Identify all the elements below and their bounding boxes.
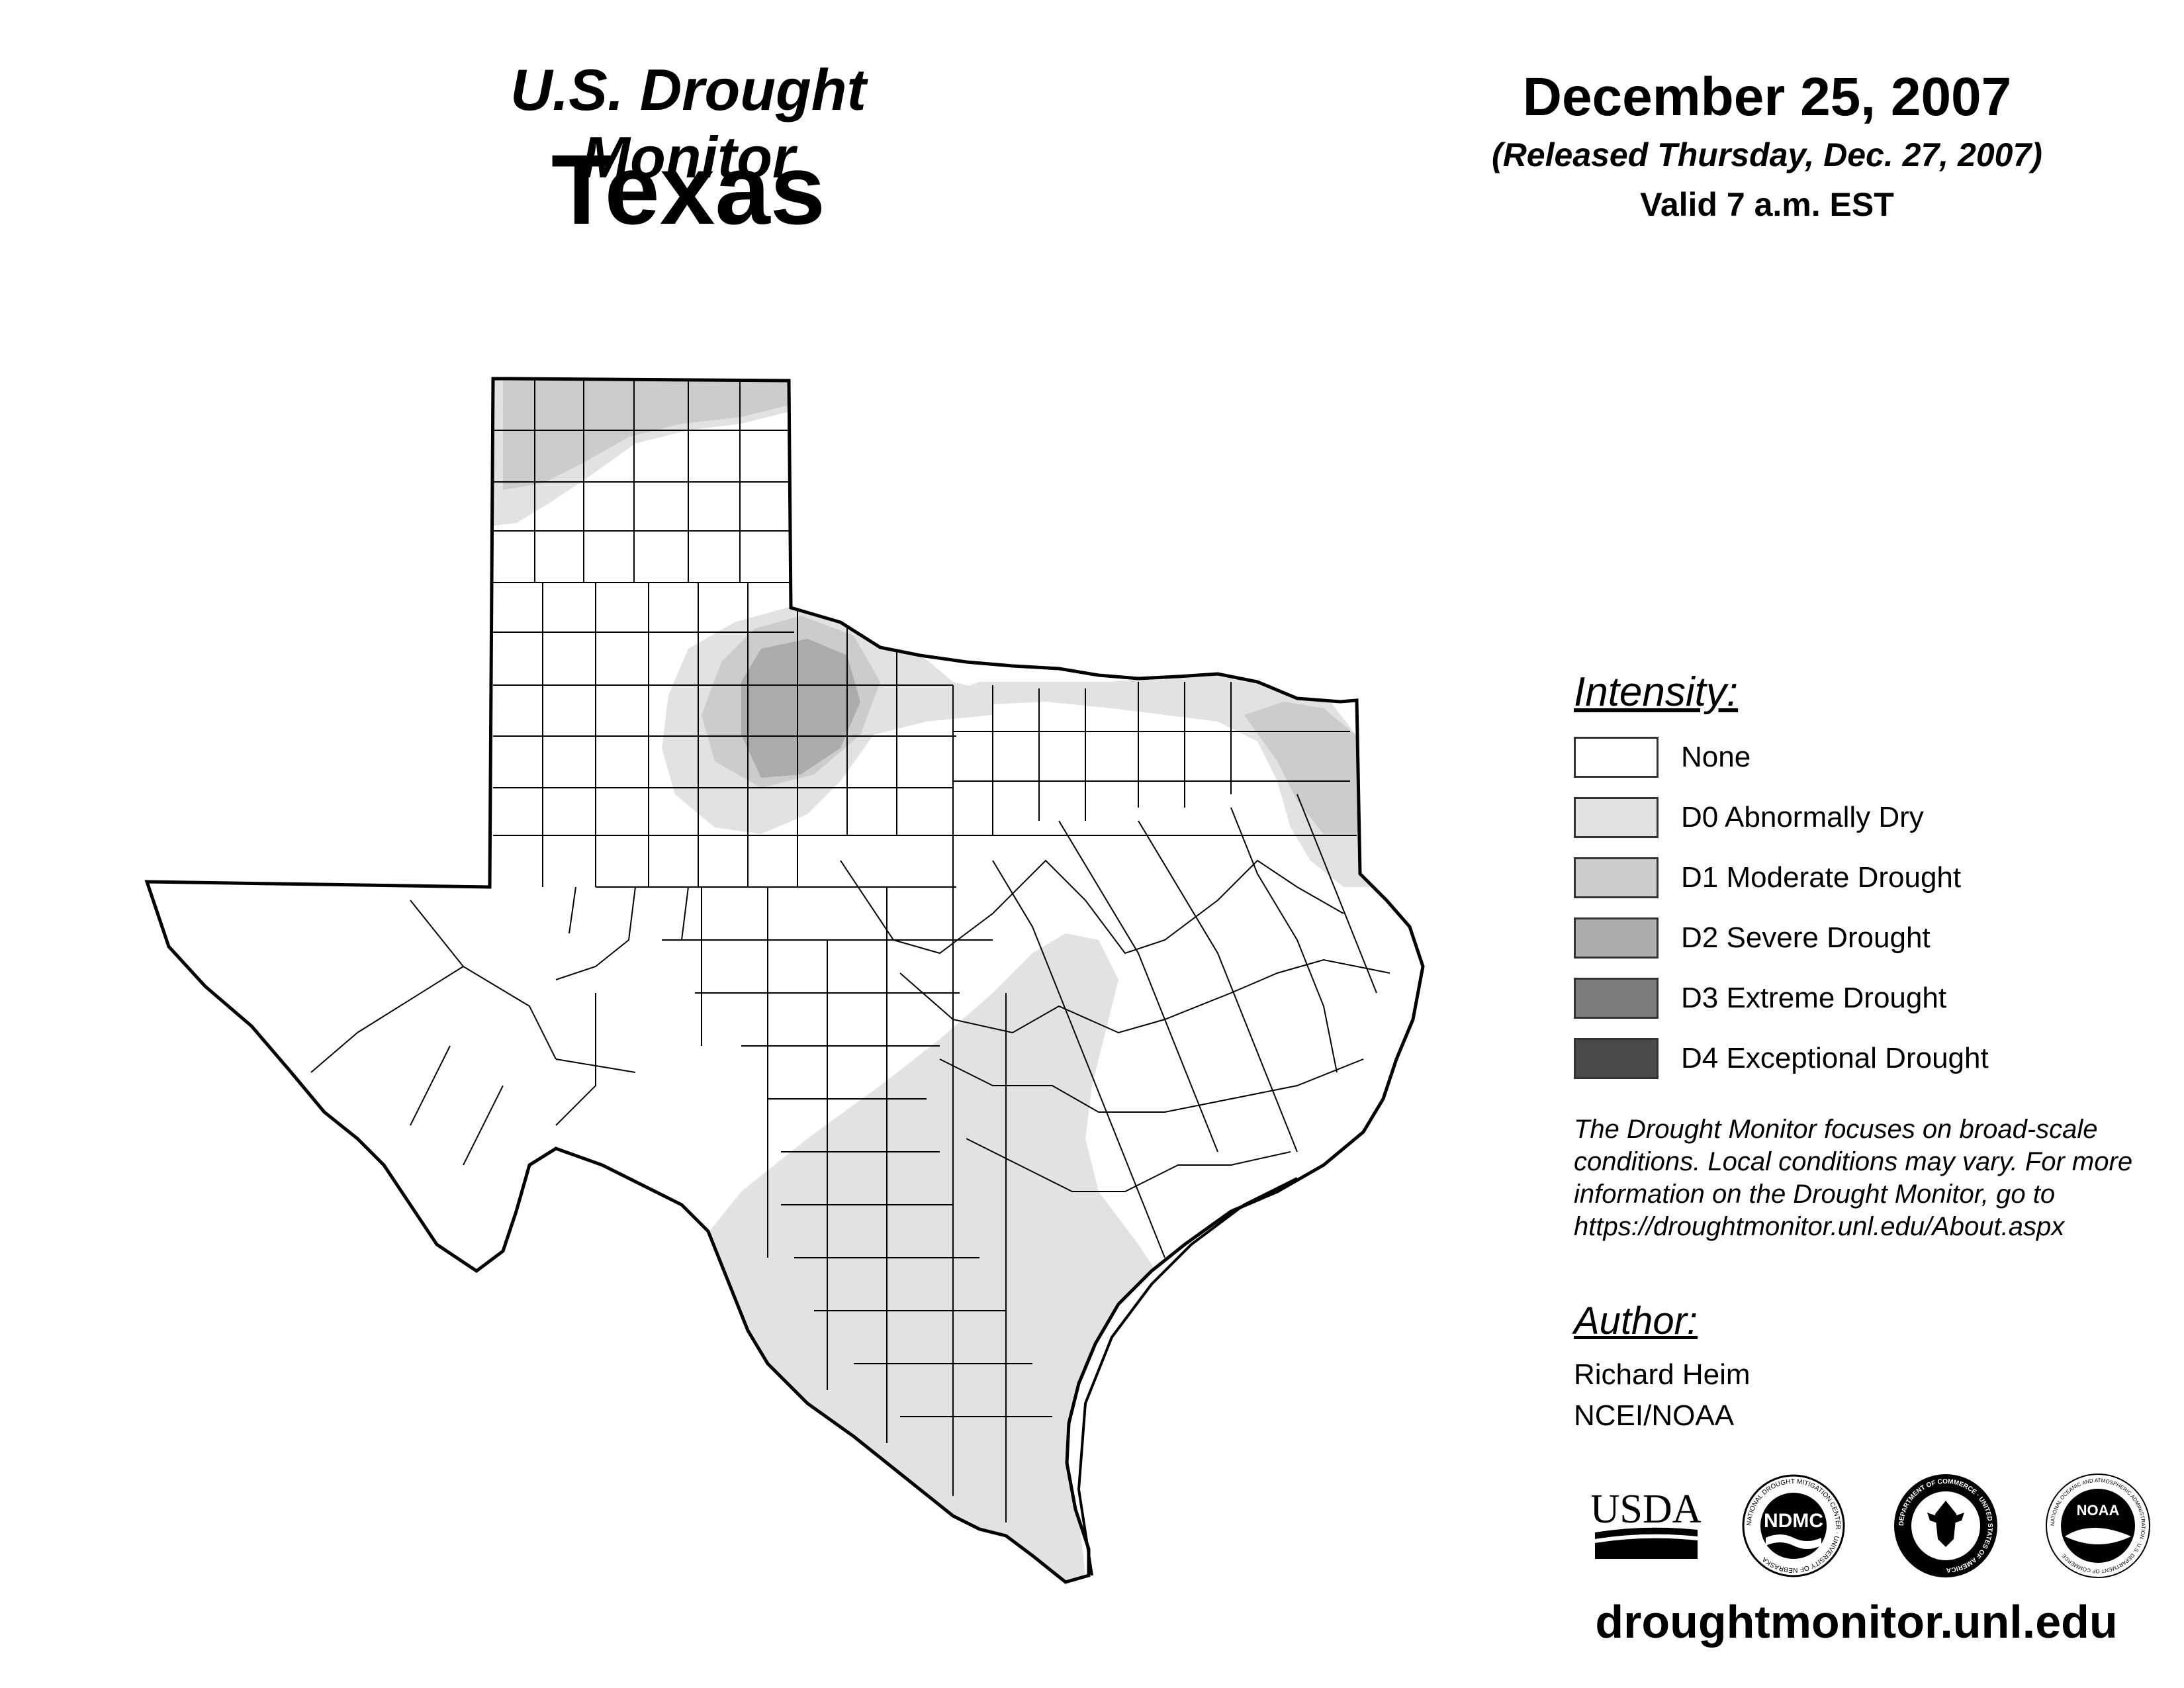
legend-swatch: [1574, 917, 1659, 959]
note-link[interactable]: https://droughtmonitor.unl.edu/About.asp…: [1574, 1212, 2065, 1241]
county-boundaries: [310, 381, 1390, 1523]
legend-label: D2 Severe Drought: [1681, 921, 1931, 954]
map-title: U.S. Drought Monitor: [510, 57, 866, 190]
legend-label: D1 Moderate Drought: [1681, 861, 1962, 894]
usda-logo-text: USDA: [1592, 1487, 1701, 1532]
legend-item: D2 Severe Drought: [1574, 917, 1931, 959]
legend-swatch: [1574, 1038, 1659, 1079]
texas-outline: [144, 377, 1425, 1584]
legend-item: D4 Exceptional Drought: [1574, 1037, 1989, 1080]
legend-item: D0 Abnormally Dry: [1574, 796, 1924, 839]
legend-heading: Intensity:: [1574, 669, 1739, 715]
map-date: December 25, 2007: [1522, 67, 2012, 127]
noaa-logo: NATIONAL OCEANIC AND ATMOSPHERIC ADMINIS…: [2046, 1474, 2150, 1578]
d1-region-northeast: [1244, 702, 1370, 834]
commerce-seal-logo: DEPARTMENT OF COMMERCE · UNITED STATES O…: [1894, 1474, 1997, 1577]
barrier-islands: [1077, 1177, 1298, 1576]
note-line: The Drought Monitor focuses on broad-sca…: [1574, 1115, 2098, 1144]
author-org: NCEI/NOAA: [1574, 1399, 1735, 1432]
legend-item: None: [1574, 736, 1751, 778]
note-line: conditions. Local conditions may vary. F…: [1574, 1147, 2133, 1176]
legend-swatch: [1574, 797, 1659, 838]
legend-label: D0 Abnormally Dry: [1681, 801, 1924, 833]
legend-swatch: [1574, 857, 1659, 898]
legend-label: None: [1681, 741, 1751, 773]
disclaimer-note: The Drought Monitor focuses on broad-sca…: [1574, 1113, 2169, 1243]
author-name: Richard Heim: [1574, 1358, 1751, 1391]
valid-time: Valid 7 a.m. EST: [1640, 186, 1894, 223]
author-heading: Author:: [1574, 1299, 1698, 1342]
usda-logo: USDA: [1592, 1487, 1701, 1559]
website-link[interactable]: droughtmonitor.unl.edu: [1595, 1596, 2118, 1648]
legend-swatch: [1574, 978, 1659, 1019]
ndmc-logo-text: NDMC: [1764, 1510, 1823, 1532]
note-line: information on the Drought Monitor, go t…: [1574, 1180, 2056, 1209]
texas-drought-map: [144, 377, 1425, 1584]
legend-label: D3 Extreme Drought: [1681, 982, 1947, 1014]
d2-region-rolling-plains: [741, 639, 860, 778]
noaa-logo-text: NOAA: [2077, 1502, 2120, 1519]
ndmc-logo: NATIONAL DROUGHT MITIGATION CENTER · UNI…: [1742, 1474, 1845, 1577]
legend-swatch: [1574, 737, 1659, 778]
legend-item: D3 Extreme Drought: [1574, 977, 1946, 1019]
legend-label: D4 Exceptional Drought: [1681, 1042, 1989, 1074]
d0-region-south-texas: [662, 933, 1165, 1582]
release-date: (Released Thursday, Dec. 27, 2007): [1492, 136, 2042, 173]
legend-item: D1 Moderate Drought: [1574, 857, 1961, 899]
state-title: Texas: [551, 134, 826, 245]
